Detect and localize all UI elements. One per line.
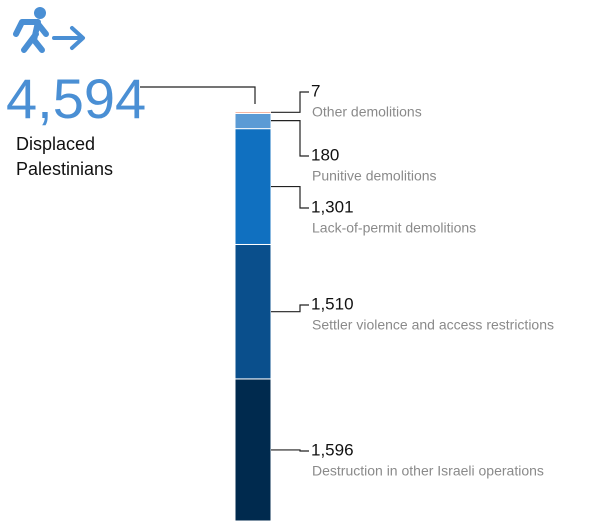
segment-name: Punitive demolitions — [312, 168, 437, 184]
bar-segment — [234, 243, 272, 380]
icon — [13, 7, 85, 53]
segment-name: Settler violence and access restrictions — [312, 317, 554, 333]
connector — [271, 449, 309, 452]
connector — [271, 120, 309, 157]
bar-segment — [234, 378, 272, 521]
value-label: 1,510 — [311, 294, 354, 313]
value-label: 7 — [311, 81, 320, 100]
value-label: 1,301 — [311, 197, 354, 216]
bar-segment — [234, 111, 272, 114]
connector — [271, 304, 309, 313]
segment-name: Destruction in other Israeli operations — [312, 463, 544, 479]
total-value: 4,594 — [6, 67, 146, 130]
total-connector — [140, 86, 256, 104]
connector — [271, 91, 309, 113]
segment-name: Lack-of-permit demolitions — [312, 220, 476, 236]
bar-segment — [234, 112, 272, 130]
value-label: 180 — [311, 145, 339, 164]
bar-segment — [234, 128, 272, 245]
connector — [271, 185, 309, 209]
total-caption: Displaced Palestinians — [16, 134, 114, 179]
value-label: 1,596 — [311, 440, 354, 459]
segment-name: Other demolitions — [312, 104, 422, 120]
